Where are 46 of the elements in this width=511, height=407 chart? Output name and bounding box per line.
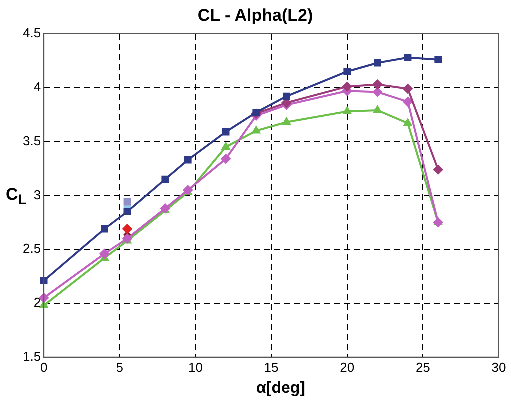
point — [100, 248, 110, 259]
point — [283, 92, 290, 100]
point — [342, 82, 352, 92]
point — [374, 59, 382, 67]
x-tick-label: 15 — [264, 360, 279, 375]
point — [404, 54, 412, 62]
point — [433, 218, 444, 228]
chart-title: CL - Alpha(L2) — [196, 6, 314, 26]
y-tick-label: 3 — [34, 187, 42, 202]
y-tick-label: 4.5 — [22, 26, 42, 41]
y-tick-label: 2.5 — [22, 241, 42, 256]
point — [252, 126, 261, 134]
point — [124, 208, 132, 216]
point — [403, 96, 414, 107]
point — [124, 198, 132, 206]
point — [404, 118, 412, 126]
y-tick-label: 4 — [34, 79, 42, 94]
point — [184, 156, 192, 164]
point — [101, 225, 108, 233]
y-tick-label: 2 — [34, 295, 42, 310]
point — [372, 87, 383, 98]
point — [221, 154, 232, 164]
y-tick-label: 3.5 — [22, 133, 42, 148]
y-axis-title: C$_{L}$ — [6, 185, 27, 208]
x-tick-label: 10 — [188, 360, 203, 375]
x-axis-title: α[deg] — [256, 380, 306, 398]
point — [122, 224, 132, 234]
x-tick-label: 30 — [492, 360, 506, 375]
point — [222, 128, 230, 136]
x-tick-label: 20 — [340, 360, 355, 375]
point — [222, 142, 230, 150]
x-tick-label: 0 — [40, 360, 48, 375]
y-tick-label: 1.5 — [22, 348, 42, 364]
point — [372, 80, 383, 90]
point — [342, 106, 352, 114]
point — [434, 56, 442, 64]
x-tick-label: 25 — [416, 360, 430, 375]
point — [403, 84, 414, 94]
point — [433, 164, 444, 175]
point — [373, 106, 382, 114]
point — [252, 109, 260, 116]
point — [282, 117, 292, 126]
x-tick-label: 5 — [116, 360, 124, 375]
point — [344, 68, 352, 76]
point — [162, 176, 170, 184]
point — [40, 277, 48, 285]
